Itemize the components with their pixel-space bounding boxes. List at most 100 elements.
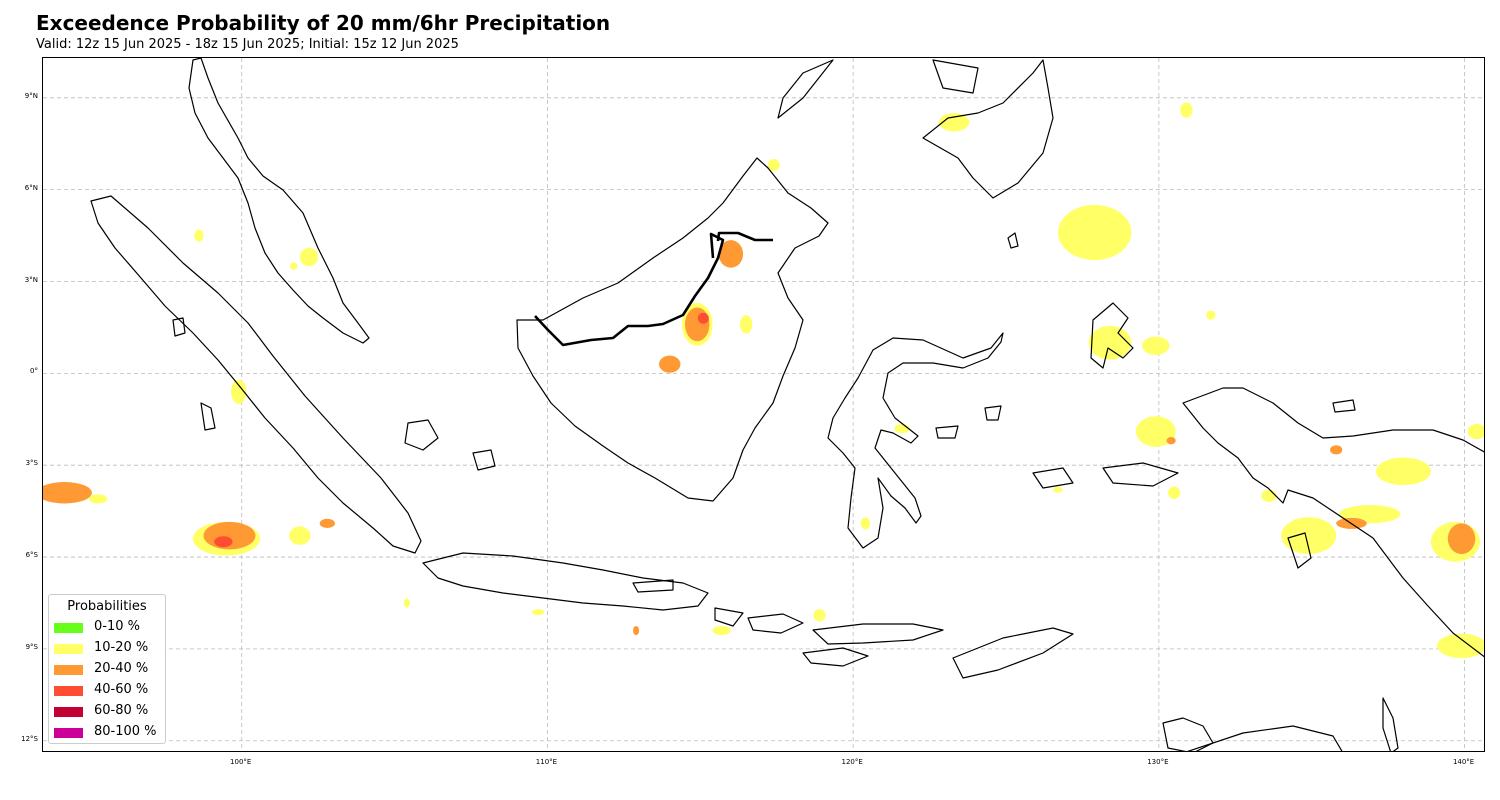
probability-area (697, 312, 709, 324)
probability-area (299, 247, 319, 267)
coastline-nias (172, 317, 186, 337)
coastline-buru (1032, 467, 1074, 489)
probability-area (532, 609, 545, 616)
coastline-sumatra (90, 195, 422, 554)
probability-area (1206, 310, 1216, 320)
coastline-mindoro-north (932, 59, 979, 94)
legend-swatch (54, 644, 83, 654)
coastline-banggai (935, 425, 959, 439)
probability-area (1168, 486, 1181, 499)
probability-area (1261, 489, 1277, 502)
longitude-tick-label: 120°E (841, 758, 863, 766)
border-sarawak (534, 232, 725, 347)
legend-swatch (54, 665, 83, 675)
probability-area (860, 517, 870, 530)
coastline-bangka-sulawesi (984, 405, 1002, 421)
latitude-tick-label: 12°S (21, 734, 38, 743)
probability-area (1166, 437, 1176, 445)
map-frame[interactable] (42, 57, 1485, 752)
probability-area (712, 625, 731, 636)
coastline-java (422, 552, 709, 611)
valid-time-subtitle: Valid: 12z 15 Jun 2025 - 18z 15 Jun 2025… (36, 37, 459, 52)
coastline-sulawesi (827, 332, 1004, 549)
probability-area (767, 159, 780, 172)
coastline-australia-north (1162, 717, 1214, 751)
probability-area (1437, 633, 1484, 659)
latitude-tick-label: 9°S (25, 642, 38, 651)
coastline-cape-york (1382, 697, 1399, 751)
probability-area (88, 494, 108, 504)
gridlines (43, 58, 1484, 751)
longitude-tick-label: 130°E (1147, 758, 1169, 766)
probability-area (1281, 517, 1337, 554)
coastline-bangka (404, 419, 439, 451)
coastline-new-guinea (1182, 387, 1484, 658)
coastline-sumbawa (747, 613, 804, 634)
probability-area (659, 355, 681, 373)
coastline-arnhem (1187, 725, 1343, 751)
legend-label: 60-80 % (94, 703, 149, 718)
latitude-tick-label: 6°N (24, 183, 38, 192)
coastline-flores (812, 623, 944, 645)
latitude-tick-label: 9°N (24, 91, 38, 100)
probability-area (231, 379, 247, 404)
probability-area (1057, 204, 1132, 261)
probability-area (43, 482, 92, 504)
probability-area (1467, 423, 1484, 440)
probability-area (938, 113, 970, 132)
coastline-palawan (777, 59, 834, 119)
coastline-malay-peninsula (188, 58, 370, 344)
probability-area (319, 518, 335, 528)
probability-area (633, 625, 640, 636)
longitude-tick-label: 140°E (1452, 758, 1475, 766)
probability-area (214, 536, 233, 548)
legend-swatch (54, 623, 83, 633)
probability-area (740, 315, 753, 334)
legend-swatch (54, 686, 83, 696)
probability-area (290, 262, 298, 270)
probability-area (1088, 325, 1132, 360)
legend-label: 10-20 % (94, 640, 149, 655)
coastline-borneo (516, 157, 829, 502)
probability-area (1180, 102, 1193, 118)
probability-area (718, 240, 744, 268)
probability-area (1447, 523, 1476, 554)
latitude-tick-label: 3°N (24, 275, 38, 284)
coastline-bali-lombok (714, 607, 744, 627)
probability-area (194, 229, 204, 242)
legend: Probabilities 0-10 % 10-20 % 20-40 % 40-… (48, 594, 166, 744)
border-north (716, 231, 773, 242)
longitude-tick-label: 110°E (535, 758, 558, 766)
legend-swatch (54, 707, 83, 717)
latitude-tick-label: 6°S (25, 551, 38, 560)
probability-area (289, 526, 311, 545)
probability-area (1375, 457, 1431, 486)
probability-area (1330, 445, 1343, 455)
coastline-halmahera (1090, 302, 1134, 369)
legend-label: 0-10 % (94, 619, 140, 634)
legend-title: Probabilities (67, 599, 147, 614)
coastline-siberut (200, 402, 216, 431)
map-canvas[interactable] (43, 58, 1485, 752)
legend-label: 20-40 % (94, 661, 149, 676)
coastline-sangihe (1007, 232, 1019, 249)
coastline-sumba (802, 647, 869, 667)
latitude-tick-label: 0° (30, 367, 38, 376)
probability-area (1135, 416, 1176, 447)
page-title: Exceedence Probability of 20 mm/6hr Prec… (36, 11, 611, 35)
probability-area (403, 598, 410, 608)
latitude-tick-label: 3°S (25, 459, 38, 468)
coastline-aru (1287, 532, 1312, 569)
probability-area (1142, 336, 1170, 355)
probability-area (813, 609, 826, 622)
coastline-seram (1102, 462, 1179, 487)
coastline-madura (632, 579, 674, 593)
longitude-tick-label: 100°E (230, 758, 252, 766)
legend-label: 40-60 % (94, 682, 149, 697)
legend-swatch (54, 728, 83, 738)
probability-layer (43, 102, 1484, 659)
coastline-timor (952, 627, 1074, 679)
coastlines (90, 58, 1484, 751)
coastline-belitung (472, 449, 496, 471)
probability-area (685, 307, 710, 342)
